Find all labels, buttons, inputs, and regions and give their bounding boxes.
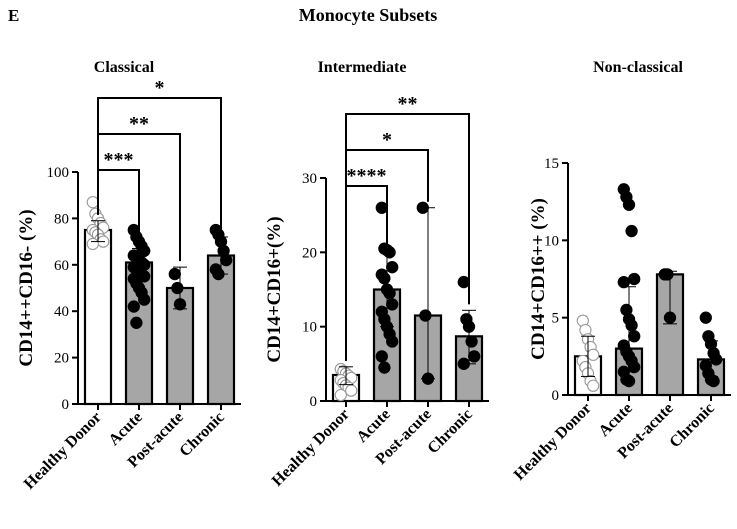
data-point — [622, 374, 636, 388]
chart-title: Classical — [94, 59, 155, 76]
category-label: Healthy Donor — [269, 406, 353, 490]
chart-intermediate: Intermediate CD14+CD16+(%) 0 10 20 30 Healthy … — [264, 59, 489, 490]
y-tick-label: 20 — [302, 245, 317, 261]
data-point — [386, 298, 399, 311]
y-tick-label: 5 — [552, 311, 560, 327]
data-point — [138, 293, 151, 306]
data-point — [334, 388, 347, 402]
y-tick-label: 60 — [54, 258, 69, 274]
data-point — [168, 267, 181, 281]
data-point — [386, 335, 399, 348]
figure-title: Monocyte Subsets — [299, 5, 438, 25]
data-point — [457, 275, 470, 289]
data-point — [465, 335, 478, 348]
data-point — [86, 237, 99, 251]
y-tick-label: 10 — [544, 233, 559, 249]
significance-label: * — [382, 129, 392, 151]
data-point — [628, 361, 641, 374]
y-tick-label: 0 — [552, 388, 560, 404]
significance-bracket — [345, 113, 470, 361]
data-point — [378, 361, 391, 374]
category-label: Chronic — [176, 409, 227, 460]
data-point — [220, 254, 233, 267]
data-point — [86, 196, 99, 209]
data-point — [707, 374, 720, 388]
significance-label: * — [155, 77, 165, 99]
data-point — [628, 272, 641, 286]
category-label: Chronic — [424, 406, 475, 457]
data-point — [171, 281, 184, 295]
data-point — [587, 379, 600, 392]
chart-title: Intermediate — [318, 59, 407, 76]
y-tick-label: 30 — [302, 171, 317, 187]
data-point — [345, 384, 358, 397]
data-point — [617, 275, 630, 289]
data-point — [468, 350, 481, 363]
y-tick-label: 80 — [54, 211, 69, 227]
data-point — [628, 330, 641, 343]
data-point — [419, 309, 432, 322]
y-tick-label: 10 — [302, 320, 317, 336]
data-point — [710, 353, 723, 366]
data-point — [130, 316, 143, 329]
y-tick-label: 20 — [54, 351, 69, 367]
data-point — [375, 201, 388, 214]
data-point — [625, 224, 638, 238]
data-point — [127, 300, 140, 313]
y-axis-label: CD14+CD16+(%) — [264, 216, 285, 362]
data-point — [375, 350, 388, 363]
significance-label: *** — [104, 149, 134, 171]
data-point — [386, 261, 399, 274]
significance-label: **** — [347, 165, 387, 187]
category-label: Chronic — [666, 400, 717, 451]
y-tick-label: 100 — [47, 165, 70, 181]
data-point — [383, 287, 396, 300]
y-tick-label: 0 — [62, 397, 70, 413]
category-label: Healthy Donor — [21, 409, 105, 493]
data-point — [625, 319, 638, 332]
significance-label: ** — [129, 113, 149, 135]
y-axis-label: CD14++CD16- (%) — [16, 209, 37, 366]
chart-classical: Classical CD14++CD16- (%) 0 20 40 60 80 100 Heal… — [16, 59, 241, 493]
y-tick-label: 15 — [544, 156, 559, 172]
y-tick-label: 0 — [310, 394, 318, 410]
chart-non-classical: Non-classical CD14+CD16++ (%) 0 5 10 15 Health… — [511, 59, 731, 484]
data-point — [622, 198, 636, 211]
bar — [83, 228, 113, 406]
y-tick-label: 40 — [54, 304, 69, 320]
significance-label: ** — [398, 93, 418, 115]
data-point — [661, 268, 674, 281]
category-label: Healthy Donor — [511, 400, 595, 484]
data-point — [699, 311, 712, 324]
data-point — [378, 272, 391, 285]
significance-bracket — [97, 97, 222, 231]
panel-letter: E — [8, 6, 19, 25]
data-point — [587, 348, 600, 361]
y-axis-label: CD14+CD16++ (%) — [528, 198, 549, 360]
chart-title: Non-classical — [593, 59, 683, 76]
